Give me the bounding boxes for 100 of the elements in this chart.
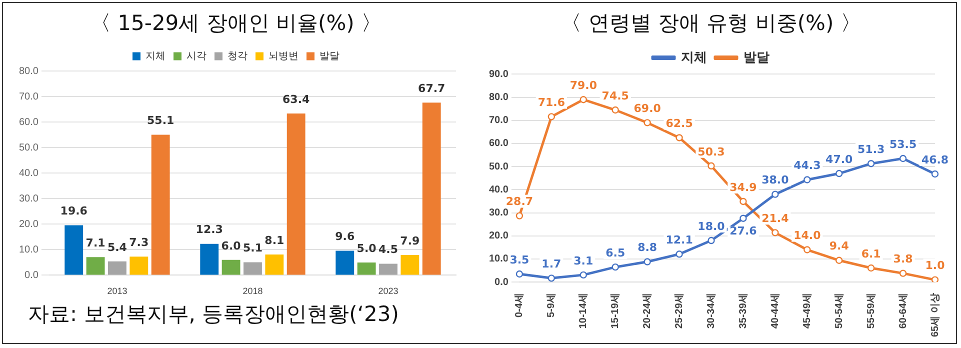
data-label: 51.3 [858, 142, 885, 156]
legend-label: 지체 [681, 49, 707, 64]
point [612, 263, 619, 271]
data-label: 27.6 [730, 224, 758, 238]
point [772, 229, 779, 236]
point [740, 214, 747, 222]
y-tick-label: 30.0 [18, 193, 39, 204]
data-label: 7.1 [86, 236, 106, 250]
data-label: 8.8 [638, 241, 658, 254]
data-label: 7.9 [400, 234, 420, 248]
x-tick-label: 30-34세 [706, 293, 717, 329]
bar [422, 102, 441, 275]
x-tick-label: 5-9세 [546, 293, 558, 318]
data-label: 1.0 [925, 259, 946, 272]
data-label: 47.0 [826, 152, 854, 166]
x-tick-label: 15-19세 [610, 293, 622, 329]
data-label: 34.9 [730, 180, 757, 194]
data-label: 12.1 [666, 234, 693, 247]
data-label: 67.7 [418, 82, 446, 95]
point [931, 276, 939, 282]
x-tick-label: 20-24세 [642, 293, 654, 329]
data-label: 53.5 [889, 138, 917, 151]
chart-title: 〈 연령별 장애 유형 비중(%) 〉 [560, 11, 862, 36]
bar [244, 262, 262, 275]
data-label: 5.4 [107, 240, 128, 254]
point [867, 160, 875, 168]
data-label: 50.3 [698, 145, 725, 158]
bar [108, 261, 126, 275]
data-label: 6.0 [221, 239, 242, 252]
y-tick-label: 30.0 [488, 208, 509, 219]
point [931, 170, 939, 178]
data-label: 79.0 [570, 78, 598, 92]
data-label: 19.6 [60, 204, 88, 218]
y-tick-label: 70.0 [488, 115, 509, 126]
x-tick-label: 2018 [242, 286, 263, 296]
y-tick-label: 20.0 [488, 230, 509, 242]
y-tick-label: 10.0 [18, 244, 39, 256]
point [548, 113, 556, 120]
point [836, 256, 843, 264]
y-tick-label: 0.0 [24, 270, 39, 281]
point [867, 264, 875, 272]
data-label: 46.8 [921, 153, 949, 166]
data-label: 3.8 [893, 252, 913, 266]
x-tick-label: 40-44세 [770, 293, 781, 329]
data-label: 5.0 [356, 242, 377, 255]
y-tick-label: 80.0 [18, 66, 39, 77]
y-tick-label: 40.0 [488, 184, 509, 196]
bar [86, 257, 105, 275]
point [644, 258, 651, 266]
point [708, 162, 715, 170]
data-label: 3.1 [574, 254, 594, 268]
y-tick-label: 20.0 [18, 218, 39, 230]
data-label: 14.0 [794, 229, 822, 242]
point [580, 271, 587, 279]
x-tick-label: 0-4세 [514, 293, 526, 318]
point [836, 170, 843, 178]
data-label: 28.7 [506, 195, 534, 208]
bar [151, 134, 170, 275]
y-tick-label: 0.0 [494, 276, 509, 288]
x-tick-label: 35-39세 [738, 293, 749, 329]
bar [286, 114, 306, 275]
data-label: 9.6 [335, 230, 355, 244]
y-tick-label: 50.0 [488, 161, 509, 172]
x-tick-label: 25-29세 [674, 293, 686, 329]
bar [379, 264, 398, 275]
data-label: 6.1 [861, 247, 881, 260]
text: 자료: 보건복지부, 등록장애인현황(‘23) [28, 301, 399, 328]
point [580, 96, 587, 104]
data-label: 1.7 [542, 258, 562, 271]
data-label: 18.0 [698, 220, 726, 233]
data-label: 38.0 [762, 174, 790, 187]
y-tick-label: 70.0 [18, 91, 39, 102]
point [804, 176, 811, 184]
x-tick-label: 65세 이상 [930, 293, 941, 338]
x-tick-label: 2013 [107, 286, 128, 296]
data-label: 9.4 [829, 240, 850, 253]
point [804, 246, 811, 254]
bar [400, 255, 420, 275]
y-tick-label: 90.0 [488, 68, 509, 80]
point [708, 236, 715, 244]
point [899, 154, 907, 162]
x-tick-label: 60-64세 [898, 293, 909, 329]
y-tick-label: 40.0 [18, 168, 39, 179]
point [516, 270, 524, 278]
data-label: 5.1 [242, 242, 262, 255]
y-tick-label: 80.0 [488, 92, 509, 104]
legend-label: 시각 [186, 50, 206, 62]
data-label: 3.5 [510, 253, 530, 266]
point [644, 119, 651, 126]
data-label: 63.4 [282, 92, 310, 106]
data-label: 4.5 [378, 243, 398, 256]
y-tick-label: 10.0 [488, 254, 509, 265]
y-tick-label: 60.0 [18, 116, 39, 128]
data-label: 21.4 [762, 212, 790, 226]
point [740, 198, 747, 206]
legend-label: 뇌병변 [268, 50, 298, 62]
y-tick-label: 50.0 [18, 142, 39, 154]
chart-title: 〈 15-29세 장애인 비율(%) 〉 [90, 11, 382, 36]
point [548, 274, 556, 282]
bar [130, 256, 148, 275]
